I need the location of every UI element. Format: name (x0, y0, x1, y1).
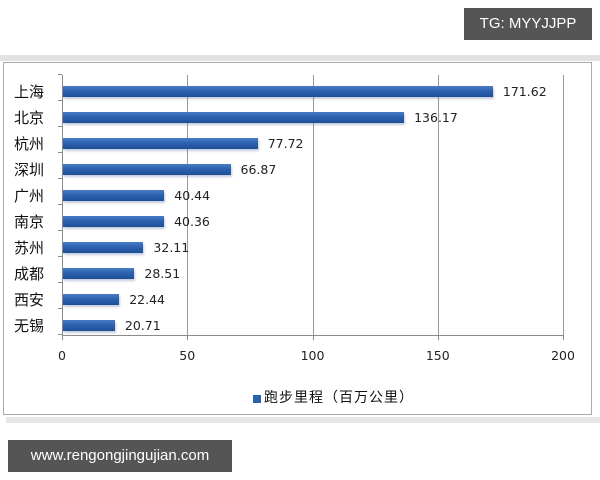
category-label: 北京 (14, 109, 45, 127)
bar-value-label: 66.87 (240, 162, 277, 177)
x-tick-label: 50 (179, 348, 196, 363)
bar (63, 320, 115, 331)
y-tick (58, 204, 62, 205)
legend-label: 跑步里程（百万公里） (264, 390, 414, 406)
y-tick (58, 100, 62, 101)
bar (63, 190, 165, 201)
bar-value-label: 40.36 (174, 214, 210, 229)
y-tick (58, 152, 62, 153)
category-label: 苏州 (14, 239, 45, 257)
bar-value-label: 136.17 (414, 110, 458, 125)
x-tick (312, 335, 314, 340)
y-axis-line (62, 75, 63, 335)
gridline (187, 75, 189, 335)
bar (63, 112, 405, 123)
gridline (312, 75, 314, 335)
y-tick (58, 308, 62, 309)
category-label: 西安 (14, 291, 45, 309)
bar-value-label: 28.51 (144, 266, 181, 281)
category-label: 无锡 (14, 317, 45, 335)
y-tick (58, 178, 62, 179)
gridline (563, 75, 564, 335)
bar-value-label: 32.11 (153, 240, 190, 255)
category-label: 南京 (14, 213, 45, 231)
x-tick (563, 335, 564, 340)
category-label: 广州 (14, 187, 45, 205)
y-tick (58, 282, 62, 283)
watermark-tg: TG: MYYJJPP (464, 8, 592, 40)
y-tick (58, 126, 62, 127)
bar-value-label: 20.71 (124, 318, 161, 333)
x-tick (187, 335, 189, 340)
x-tick-label: 0 (58, 348, 66, 363)
bar-value-label: 22.44 (129, 292, 165, 307)
bar (63, 138, 258, 149)
bar (63, 164, 231, 175)
category-label: 杭州 (14, 135, 45, 153)
frame-shadow-bottom (6, 417, 600, 423)
y-tick (58, 230, 62, 231)
watermark-site: www.rengongjingujian.com (8, 440, 232, 472)
x-tick-label: 100 (300, 348, 325, 363)
plot-area: 171.62 136.17 77.72 66.87 40.44 40.36 32.11 28.… (58, 74, 564, 340)
y-tick (58, 74, 62, 75)
bar (63, 242, 144, 253)
x-tick (62, 335, 63, 340)
y-tick (58, 334, 62, 335)
x-tick-label: 150 (425, 348, 450, 363)
bar (63, 268, 135, 279)
y-tick (58, 256, 62, 257)
bar (63, 216, 165, 227)
category-label: 上海 (14, 83, 45, 101)
bar (63, 294, 120, 305)
category-label: 深圳 (14, 161, 45, 179)
bar-value-label: 171.62 (502, 84, 547, 99)
x-tick-label: 200 (551, 348, 575, 363)
category-label: 成都 (14, 265, 45, 283)
bar-value-label: 40.44 (174, 188, 211, 203)
bar (63, 86, 493, 97)
frame-shadow-top (0, 55, 600, 61)
legend: 跑步里程（百万公里） (253, 387, 414, 407)
gridline (437, 75, 439, 335)
bar-value-label: 77.72 (267, 136, 304, 151)
x-tick (437, 335, 439, 340)
legend-swatch-icon (253, 395, 261, 403)
